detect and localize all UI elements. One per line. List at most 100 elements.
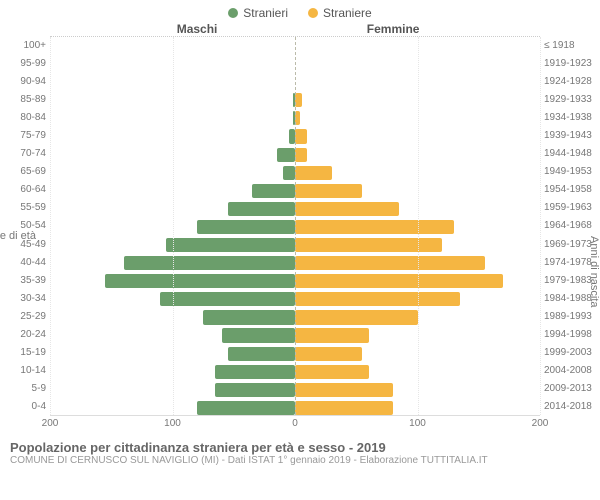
birth-label: 1974-1978 bbox=[544, 257, 600, 268]
birth-label: ≤ 1918 bbox=[544, 40, 600, 51]
bar-female bbox=[295, 383, 393, 397]
y-axis-birth: ≤ 19181919-19231924-19281929-19331934-19… bbox=[540, 36, 600, 416]
bar-male bbox=[160, 292, 295, 306]
birth-label: 1919-1923 bbox=[544, 58, 600, 69]
age-label: 30-34 bbox=[0, 293, 46, 304]
birth-label: 1989-1993 bbox=[544, 311, 600, 322]
legend-female: Straniere bbox=[308, 6, 372, 20]
x-tick: 100 bbox=[409, 418, 426, 429]
bars-area bbox=[50, 36, 540, 416]
population-pyramid-chart: Stranieri Straniere Maschi Femmine Fasce… bbox=[0, 0, 600, 500]
age-label: 55-59 bbox=[0, 202, 46, 213]
bar-female bbox=[295, 148, 307, 162]
bar-female bbox=[295, 220, 454, 234]
birth-label: 1959-1963 bbox=[544, 202, 600, 213]
birth-label: 1979-1983 bbox=[544, 275, 600, 286]
bar-female bbox=[295, 347, 362, 361]
plot-area: Fasce di età Anni di nascita 100+95-9990… bbox=[0, 36, 600, 436]
center-line bbox=[295, 37, 296, 415]
age-label: 20-24 bbox=[0, 329, 46, 340]
age-label: 85-89 bbox=[0, 94, 46, 105]
bar-female bbox=[295, 93, 302, 107]
age-label: 45-49 bbox=[0, 239, 46, 250]
grid-line bbox=[418, 37, 419, 415]
legend-swatch-male bbox=[228, 8, 238, 18]
bar-male bbox=[203, 310, 295, 324]
x-axis: 2001000100200 bbox=[50, 416, 540, 436]
age-label: 40-44 bbox=[0, 257, 46, 268]
age-label: 5-9 bbox=[0, 383, 46, 394]
header-male: Maschi bbox=[49, 22, 295, 36]
chart-footer: Popolazione per cittadinanza straniera p… bbox=[0, 436, 600, 466]
legend-swatch-female bbox=[308, 8, 318, 18]
bar-male bbox=[197, 401, 295, 415]
x-tick: 0 bbox=[292, 418, 298, 429]
legend-label-female: Straniere bbox=[323, 6, 372, 20]
bar-female bbox=[295, 256, 485, 270]
y-axis-age: 100+ 95-99 90-94 85-89 80-84 75-79 70-74 65-69 6… bbox=[0, 36, 50, 416]
age-label: 100+ bbox=[0, 40, 46, 51]
birth-label: 1964-1968 bbox=[544, 220, 600, 231]
bar-female bbox=[295, 274, 503, 288]
age-label: 35-39 bbox=[0, 275, 46, 286]
age-label: 0-4 bbox=[0, 401, 46, 412]
bar-female bbox=[295, 238, 442, 252]
bar-male bbox=[215, 365, 295, 379]
bar-male bbox=[124, 256, 296, 270]
birth-label: 1984-1988 bbox=[544, 293, 600, 304]
legend-male: Stranieri bbox=[228, 6, 288, 20]
age-label: 80-84 bbox=[0, 112, 46, 123]
age-label: 10-14 bbox=[0, 365, 46, 376]
bar-male bbox=[222, 328, 296, 342]
age-label: 60-64 bbox=[0, 184, 46, 195]
bar-female bbox=[295, 310, 418, 324]
x-tick: 200 bbox=[42, 418, 59, 429]
birth-label: 1954-1958 bbox=[544, 184, 600, 195]
column-headers: Maschi Femmine bbox=[0, 22, 600, 36]
age-label: 75-79 bbox=[0, 130, 46, 141]
header-female: Femmine bbox=[295, 22, 541, 36]
x-tick: 200 bbox=[532, 418, 549, 429]
bar-female bbox=[295, 202, 399, 216]
bar-male bbox=[105, 274, 295, 288]
bar-male bbox=[277, 148, 295, 162]
bar-female bbox=[295, 401, 393, 415]
bar-male bbox=[228, 347, 295, 361]
birth-label: 1969-1973 bbox=[544, 239, 600, 250]
chart-title: Popolazione per cittadinanza straniera p… bbox=[10, 440, 590, 455]
age-label: 95-99 bbox=[0, 58, 46, 69]
birth-label: 1939-1943 bbox=[544, 130, 600, 141]
bar-female bbox=[295, 129, 307, 143]
birth-label: 1929-1933 bbox=[544, 94, 600, 105]
bar-female bbox=[295, 328, 369, 342]
bar-male bbox=[215, 383, 295, 397]
bar-male bbox=[252, 184, 295, 198]
grid-line bbox=[173, 37, 174, 415]
age-label: 15-19 bbox=[0, 347, 46, 358]
bar-male bbox=[283, 166, 295, 180]
bar-male bbox=[166, 238, 295, 252]
x-tick: 100 bbox=[164, 418, 181, 429]
birth-label: 1944-1948 bbox=[544, 148, 600, 159]
birth-label: 1999-2003 bbox=[544, 347, 600, 358]
legend-label-male: Stranieri bbox=[243, 6, 288, 20]
bar-female bbox=[295, 292, 460, 306]
bar-male bbox=[228, 202, 295, 216]
birth-label: 2014-2018 bbox=[544, 401, 600, 412]
bar-male bbox=[197, 220, 295, 234]
birth-label: 2004-2008 bbox=[544, 365, 600, 376]
age-label: 90-94 bbox=[0, 76, 46, 87]
birth-label: 1949-1953 bbox=[544, 166, 600, 177]
age-label: 25-29 bbox=[0, 311, 46, 322]
age-label: 70-74 bbox=[0, 148, 46, 159]
bar-female bbox=[295, 365, 369, 379]
chart-subtitle: COMUNE DI CERNUSCO SUL NAVIGLIO (MI) - D… bbox=[10, 455, 590, 466]
grid-line bbox=[540, 37, 541, 415]
bar-female bbox=[295, 166, 332, 180]
age-label: 65-69 bbox=[0, 166, 46, 177]
age-label: 50-54 bbox=[0, 220, 46, 231]
birth-label: 2009-2013 bbox=[544, 383, 600, 394]
grid-line bbox=[50, 37, 51, 415]
legend: Stranieri Straniere bbox=[0, 0, 600, 22]
bar-female bbox=[295, 184, 362, 198]
